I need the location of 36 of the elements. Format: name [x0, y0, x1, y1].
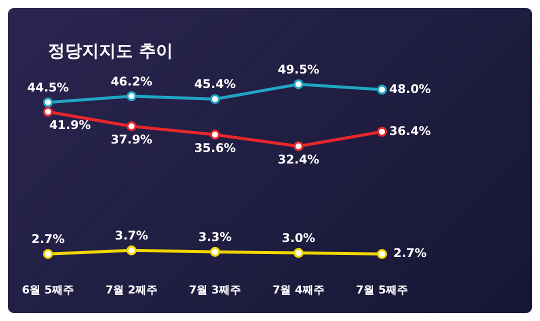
- point: [43, 249, 53, 260]
- x-tick-label: 7월 4째주: [272, 283, 325, 296]
- data-label: 48.0%: [389, 82, 431, 96]
- data-label: 32.4%: [278, 152, 320, 166]
- data-label: 45.4%: [194, 77, 236, 92]
- point: [210, 246, 220, 257]
- data-label: 2.7%: [393, 246, 427, 260]
- data-label: 2.7%: [31, 232, 65, 246]
- data-label: 3.0%: [282, 231, 316, 246]
- point: [377, 84, 387, 95]
- x-tick-label: 7월 2째주: [105, 283, 158, 296]
- chart-title: 정당지지도 추이: [48, 42, 173, 62]
- point: [294, 79, 304, 90]
- point: [294, 141, 304, 152]
- point: [294, 248, 304, 258]
- point: [210, 130, 220, 140]
- data-label: 44.5%: [27, 80, 69, 94]
- point: [126, 121, 136, 132]
- point: [43, 97, 53, 108]
- point: [43, 106, 53, 117]
- data-label: 3.3%: [198, 230, 232, 244]
- data-label: 3.7%: [114, 228, 148, 242]
- point: [126, 245, 136, 256]
- x-tick-label: 7월 3째주: [188, 283, 242, 296]
- data-label: 41.9%: [49, 118, 91, 132]
- x-tick-label: 7월 5째주: [356, 283, 408, 296]
- data-label: 49.5%: [278, 62, 320, 76]
- point: [377, 126, 387, 137]
- point: [210, 94, 220, 104]
- data-label: 46.2%: [110, 74, 152, 88]
- data-label: 37.9%: [110, 132, 152, 146]
- point: [377, 249, 387, 260]
- data-label: 36.4%: [389, 124, 431, 138]
- data-label: 35.6%: [194, 140, 236, 155]
- x-tick-label: 6월 5째주: [22, 283, 74, 296]
- point: [126, 91, 136, 102]
